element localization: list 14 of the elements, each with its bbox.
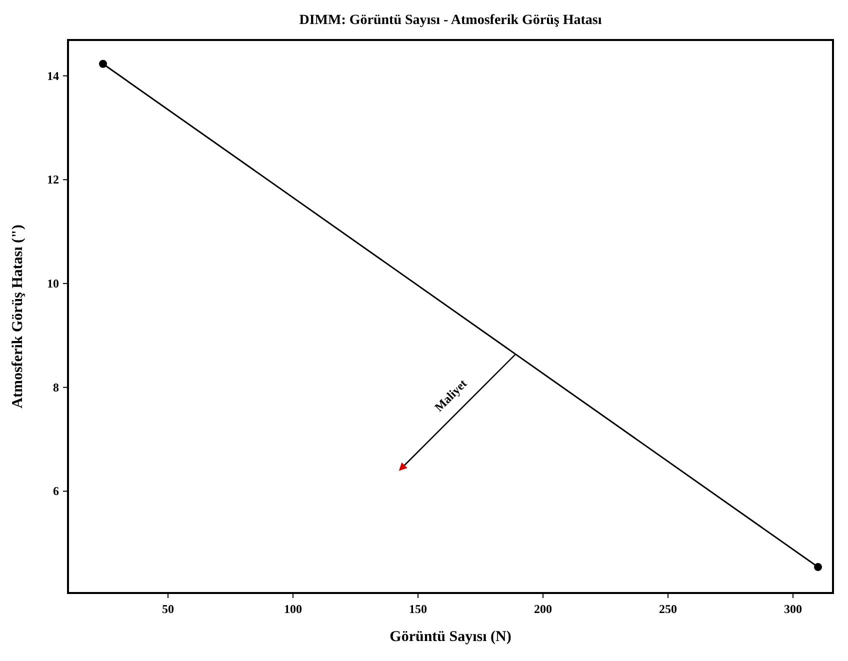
y-tick-label: 14 [47,68,59,83]
chart-title: DIMM: Görüntü Sayısı - Atmosferik Görüş Hatası [299,13,602,28]
y-tick-label: 12 [47,172,59,187]
y-axis-title: Atmosferik Görüş Hatası (") [10,224,26,408]
y-tick-label: 8 [53,380,59,394]
x-tick-label: 200 [534,602,552,616]
y-tick-label: 6 [53,484,59,498]
x-tick-label: 50 [162,602,174,616]
x-tick-label: 300 [784,602,802,616]
x-tick-label: 100 [284,602,302,616]
x-axis-title: Görüntü Sayısı (N) [390,629,512,645]
x-tick-label: 250 [659,602,677,616]
y-tick-label: 10 [47,276,59,291]
x-tick-label: 150 [409,602,427,616]
